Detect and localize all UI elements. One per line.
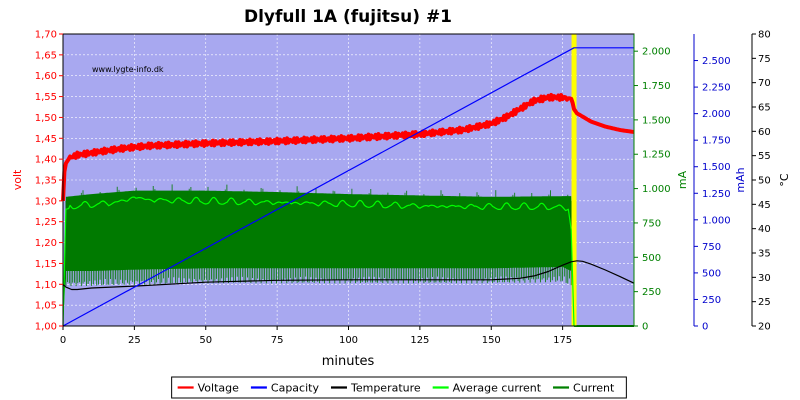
temp-tick-label: 70 (758, 78, 771, 89)
temp-tick-label: 30 (758, 273, 771, 284)
x-tick-label: 50 (199, 335, 212, 346)
volt-tick-label: 1,60 (35, 71, 57, 82)
mah-tick-label: 1.250 (702, 189, 731, 200)
temp-axis-label: °C (778, 173, 791, 187)
series-average-current (62, 196, 634, 327)
temp-tick-label: 60 (758, 127, 771, 138)
ma-tick-label: 1.250 (642, 150, 671, 161)
ma-tick-label: 750 (642, 218, 661, 229)
legend-label: Average current (453, 382, 542, 395)
ma-tick-label: 1.750 (642, 81, 671, 92)
volt-tick-label: 1,55 (35, 92, 57, 103)
mah-axis-label: mAh (734, 167, 747, 192)
ma-tick-label: 2.000 (642, 47, 671, 58)
mah-tick-label: 750 (702, 242, 721, 253)
legend-item-voltage: Voltage (177, 382, 239, 395)
mah-tick-label: 500 (702, 268, 721, 279)
mah-tick-label: 0 (702, 322, 708, 333)
legend-label: Capacity (271, 382, 320, 395)
mah-tick-label: 1.750 (702, 136, 731, 147)
x-tick-label: 125 (410, 335, 429, 346)
temp-tick-label: 50 (758, 176, 771, 187)
temp-tick-label: 35 (758, 249, 771, 260)
ma-axis-label: mA (676, 170, 689, 189)
volt-tick-label: 1,30 (35, 196, 57, 207)
x-tick-label: 150 (482, 335, 501, 346)
mah-tick-label: 2.000 (702, 109, 731, 120)
series-voltage (61, 92, 635, 201)
mah-tick-label: 2.250 (702, 83, 731, 94)
axes: 0 25 50 75 100 125 150 175 minutes 1,00 1,05 1,10 1,… (11, 30, 791, 370)
plot-area: www.lygte-info.dk (61, 33, 635, 327)
legend-box (171, 376, 627, 399)
volt-tick-label: 1,35 (35, 176, 57, 187)
temp-tick-label: 45 (758, 200, 771, 211)
x-axis-label: minutes (322, 354, 375, 369)
legend-item-average-current: Average current (432, 382, 542, 395)
volt-tick-label: 1,70 (35, 30, 57, 41)
ma-tick-label: 250 (642, 287, 661, 298)
volt-tick-label: 1,25 (35, 217, 57, 228)
x-tick-label: 175 (553, 335, 572, 346)
x-tick-label: 100 (339, 335, 358, 346)
legend-item-current: Current (553, 382, 615, 395)
volt-tick-label: 1,15 (35, 259, 57, 270)
ma-tick-label: 1.500 (642, 115, 671, 126)
volt-tick-label: 1,20 (35, 238, 57, 249)
legend-label: Current (573, 382, 615, 395)
ma-tick-label: 500 (642, 253, 661, 264)
temp-tick-label: 55 (758, 151, 771, 162)
series-capacity (62, 47, 634, 327)
temp-tick-label: 75 (758, 54, 771, 65)
volt-axis-label: volt (11, 169, 24, 190)
volt-tick-label: 1,45 (35, 134, 57, 145)
x-tick-label: 75 (271, 335, 284, 346)
volt-tick-label: 1,05 (35, 301, 57, 312)
temp-tick-label: 80 (758, 30, 771, 41)
legend: Voltage Capacity Temperature Average curren… (171, 376, 627, 399)
legend-item-capacity: Capacity (250, 382, 320, 395)
legend-label: Voltage (198, 382, 239, 395)
charge-end-marker (571, 34, 577, 326)
series-current-spikes (65, 184, 572, 287)
mah-tick-label: 1.500 (702, 162, 731, 173)
temp-tick-label: 20 (758, 322, 771, 333)
mah-tick-label: 1.000 (702, 215, 731, 226)
mah-tick-label: 250 (702, 295, 721, 306)
temp-tick-label: 40 (758, 224, 771, 235)
volt-tick-label: 1,00 (35, 322, 57, 333)
series-temperature (62, 260, 635, 291)
volt-tick-label: 1,50 (35, 113, 57, 124)
legend-item-temperature: Temperature (330, 382, 421, 395)
volt-tick-label: 1,10 (35, 280, 57, 291)
volt-tick-label: 1,65 (35, 50, 57, 61)
x-tick-label: 0 (60, 335, 66, 346)
x-tick-label: 25 (128, 335, 141, 346)
ma-tick-label: 0 (642, 322, 648, 333)
chart-title: Dlyfull 1A (fujitsu) #1 (244, 7, 452, 27)
temp-tick-label: 25 (758, 297, 771, 308)
volt-tick-label: 1,40 (35, 155, 57, 166)
temp-tick-label: 65 (758, 103, 771, 114)
ma-tick-label: 1.000 (642, 184, 671, 195)
mah-tick-label: 2.500 (702, 56, 731, 67)
watermark: www.lygte-info.dk (92, 65, 164, 74)
legend-label: Temperature (350, 382, 421, 395)
